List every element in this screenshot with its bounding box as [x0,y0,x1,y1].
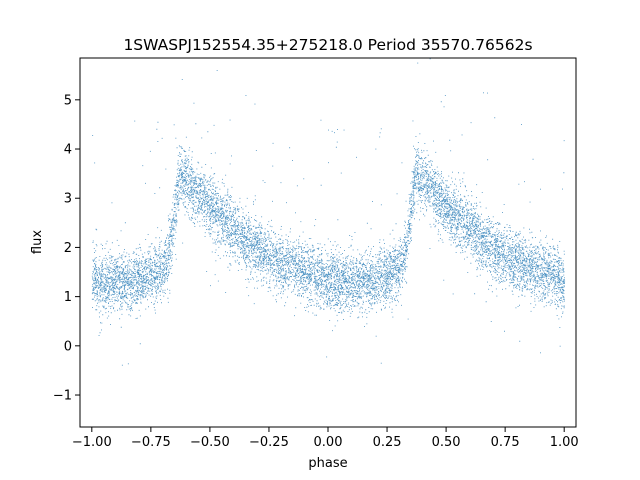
x-tick-label: 0.00 [314,435,343,450]
x-tick-label: −0.75 [131,435,171,450]
y-tick-label: 5 [64,93,72,108]
x-tick-label: 1.00 [550,435,579,450]
y-axis-ticks: −1 0 1 2 3 4 5 [53,93,80,404]
x-tick-label: 0.25 [373,435,402,450]
x-tick-label: 0.50 [432,435,461,450]
x-axis-label: phase [308,456,347,471]
y-tick-label: 4 [64,143,72,158]
x-tick-label: −1.00 [72,435,112,450]
y-tick-label: 2 [64,241,72,256]
data-points [91,58,566,366]
y-tick-label: −1 [53,389,72,404]
y-tick-label: 3 [64,192,72,207]
chart-title: 1SWASPJ152554.35+275218.0 Period 35570.7… [123,36,532,54]
scatter-points [91,58,566,366]
x-tick-label: −0.25 [249,435,289,450]
y-tick-label: 0 [64,339,72,354]
x-tick-label: 0.75 [491,435,520,450]
x-axis-ticks: −1.00 −0.75 −0.50 −0.25 0.00 0.25 0.50 0.75 1.00 [72,427,579,450]
x-tick-label: −0.50 [190,435,230,450]
y-tick-label: 1 [64,290,72,305]
y-axis-label: flux [30,230,45,254]
